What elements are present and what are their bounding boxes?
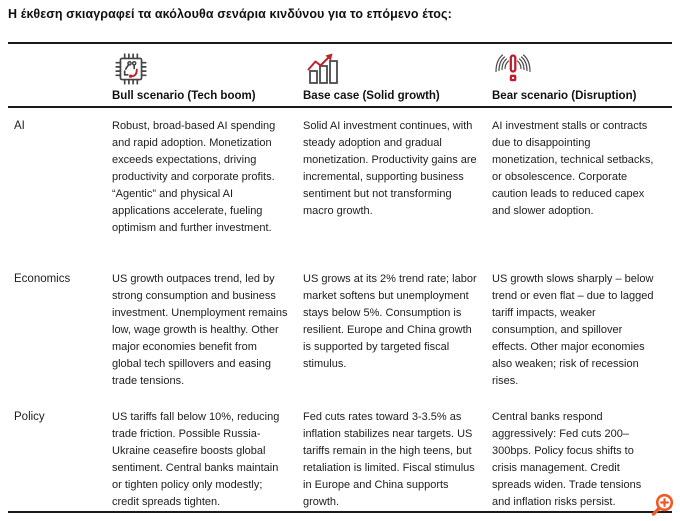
zoom-in-button[interactable] bbox=[649, 492, 676, 519]
table-cell-ai-base: Solid AI investment continues, with stea… bbox=[303, 120, 477, 217]
table-header-row: Bull scenario (Tech boom) Base case (Sol bbox=[8, 42, 672, 108]
column-header-bull: Bull scenario (Tech boom) bbox=[112, 49, 303, 106]
table-cell-policy-bull: US tariffs fall below 10%, reducing trad… bbox=[112, 411, 280, 508]
table-row-policy: Policy US tariffs fall below 10%, reduci… bbox=[8, 409, 672, 511]
table-body: AI Robust, broad-based AI spending and r… bbox=[8, 108, 672, 513]
table-row-economics: Economics US growth outpaces trend, led … bbox=[8, 271, 672, 409]
table-cell-economics-bear: US growth slows sharply – below trend or… bbox=[492, 273, 654, 387]
row-label: Policy bbox=[14, 411, 45, 423]
scenario-table: Bull scenario (Tech boom) Base case (Sol bbox=[8, 42, 672, 513]
table-cell-economics-bull: US growth outpaces trend, led by strong … bbox=[112, 273, 288, 387]
table-cell-policy-bear: Central banks respond aggressively: Fed … bbox=[492, 411, 642, 508]
row-label: Economics bbox=[14, 273, 71, 285]
header-spacer bbox=[8, 49, 112, 106]
figure-caption: Η έκθεση σκιαγραφεί τα ακόλουθα σενάρια … bbox=[8, 7, 452, 21]
table-cell-ai-bull: Robust, broad-based AI spending and rapi… bbox=[112, 120, 276, 234]
column-header-label: Bear scenario (Disruption) bbox=[492, 90, 637, 102]
column-header-label: Base case (Solid growth) bbox=[303, 90, 440, 102]
table-cell-ai-bear: AI investment stalls or contracts due to… bbox=[492, 120, 654, 217]
column-header-label: Bull scenario (Tech boom) bbox=[112, 90, 256, 102]
column-header-bear: Bear scenario (Disruption) bbox=[492, 49, 672, 106]
table-row-ai: AI Robust, broad-based AI spending and r… bbox=[8, 118, 672, 271]
table-cell-policy-base: Fed cuts rates toward 3-3.5% as inflatio… bbox=[303, 411, 475, 508]
column-header-base: Base case (Solid growth) bbox=[303, 49, 492, 106]
ai-chip-icon bbox=[112, 49, 289, 89]
disruption-alert-icon bbox=[492, 49, 658, 89]
row-label: AI bbox=[14, 120, 25, 132]
magnifier-plus-icon bbox=[649, 492, 676, 519]
growth-chart-icon bbox=[303, 49, 478, 89]
table-cell-economics-base: US grows at its 2% trend rate; labor mar… bbox=[303, 273, 477, 370]
